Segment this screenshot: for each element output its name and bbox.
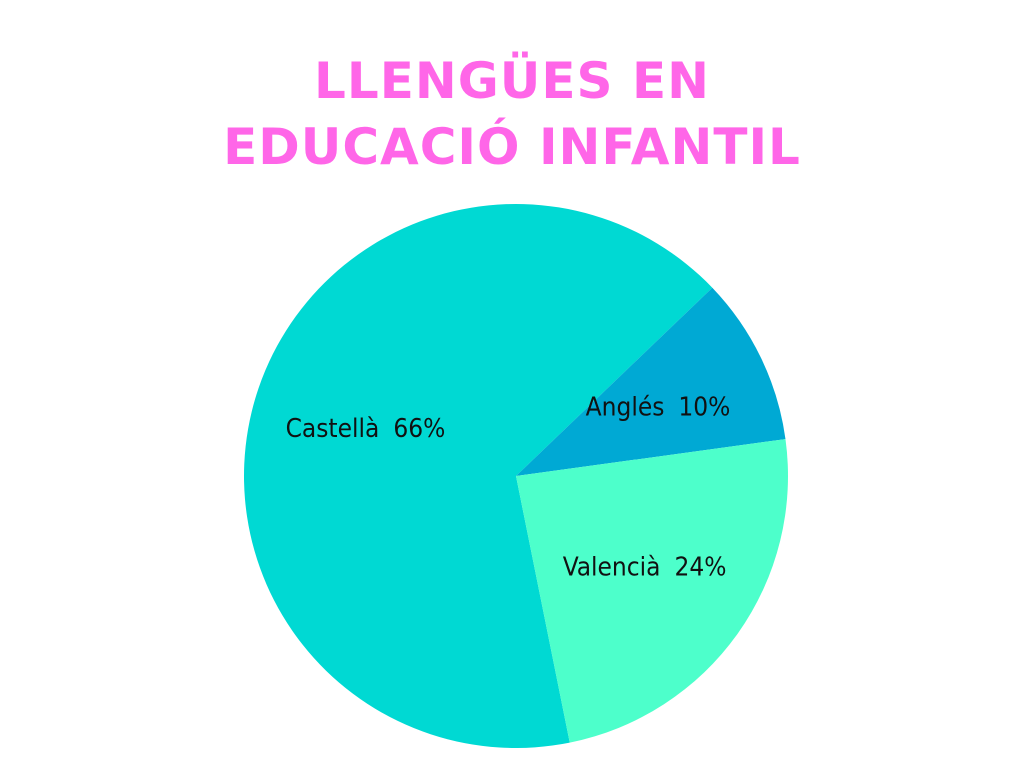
- pie-slice: [516, 439, 788, 743]
- slice-value: 66%: [393, 413, 445, 443]
- slice-value: 10%: [678, 392, 730, 422]
- slice-label: Valencià 24%: [563, 552, 727, 582]
- slice-label: Castellà 66%: [286, 413, 446, 443]
- slice-name: Anglés: [586, 392, 665, 422]
- slice-name: Valencià: [563, 552, 661, 582]
- chart-title: LLENGÜES EN EDUCACIÓ INFANTIL: [223, 52, 801, 176]
- pie-slice: [516, 287, 786, 476]
- slice-label: Anglés 10%: [586, 392, 731, 422]
- pie-slice: [244, 204, 713, 749]
- slice-name: Castellà: [286, 413, 380, 443]
- slice-value: 24%: [674, 552, 726, 582]
